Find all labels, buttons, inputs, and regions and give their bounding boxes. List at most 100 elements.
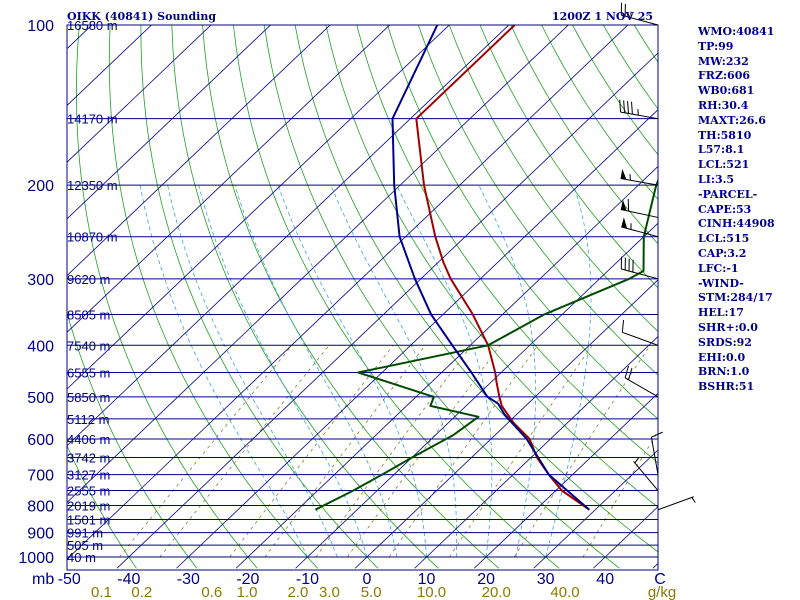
- wind-barb: [657, 496, 696, 511]
- height-label: 2019 m: [67, 498, 110, 513]
- index-row: LCL:515: [698, 232, 750, 246]
- temperature-tick-label: 10: [418, 571, 436, 588]
- indices-panel: WMO:40841 TP:99 MW:232 FRZ:606 WB0:681 RH:30.…: [698, 25, 798, 395]
- dry-adiabat: [202, 25, 500, 569]
- wind-barb-flag: [621, 319, 625, 333]
- height-label: 5112 m: [67, 412, 109, 427]
- wind-barb-staff: [650, 437, 659, 475]
- wind-barb: [620, 198, 659, 218]
- pressure-tick-label: 700: [27, 468, 54, 485]
- station-title: OIKK (40841) Sounding: [67, 10, 216, 23]
- index-row: LFC:-1: [698, 261, 739, 275]
- wind-barb-half-flag: [634, 457, 639, 464]
- wind-barb: [620, 2, 659, 26]
- wind-barb-staff: [622, 331, 659, 346]
- isotherm: [67, 25, 510, 447]
- index-row: RH:30.4: [698, 98, 749, 112]
- height-label: 7540 m: [67, 338, 110, 353]
- dry-adiabat: [387, 25, 658, 420]
- isotherm: [176, 109, 658, 569]
- wind-barb-column: [619, 2, 696, 511]
- wind-barb-staff: [624, 377, 659, 398]
- index-row: -PARCEL-: [698, 187, 758, 201]
- height-label: 505 m: [67, 538, 103, 553]
- height-label: 8505 m: [67, 307, 110, 322]
- dry-adiabat: [448, 25, 658, 332]
- wind-barb: [621, 319, 659, 346]
- isotherm: [67, 25, 629, 560]
- mixing-ratio-unit: g/kg: [648, 584, 676, 600]
- index-row: FRZ:606: [698, 69, 751, 83]
- pressure-tick-label: 300: [27, 272, 54, 289]
- plot-frame: [66, 24, 659, 571]
- temperature-tick-label: 40: [596, 571, 614, 588]
- profile-layer: [314, 25, 658, 511]
- wind-barb-flag: [623, 100, 626, 113]
- wind-barb-pennant: [620, 199, 627, 211]
- isotherm: [67, 25, 391, 333]
- isotherm: [67, 25, 450, 390]
- temperature-tick-label: -40: [117, 571, 140, 588]
- grid-layer: [67, 25, 658, 569]
- dry-adiabat: [325, 25, 658, 508]
- height-label: 2555 m: [67, 484, 110, 499]
- wind-barb-staff: [621, 268, 659, 280]
- isotherm: [414, 336, 658, 569]
- pressure-tick-label: 400: [27, 338, 54, 355]
- temperature-tick-label: -50: [58, 571, 81, 588]
- index-row: CINH:44908: [698, 217, 775, 231]
- mixing-ratio-label: 5.0: [361, 584, 382, 600]
- wind-barb-flag: [631, 101, 633, 115]
- temperature-tick-label: -20: [236, 571, 259, 588]
- mixing-ratio-label: 1.0: [237, 584, 258, 600]
- wind-barb-staff: [633, 461, 659, 491]
- height-label: 12350 m: [67, 178, 118, 193]
- mixing-ratio-label: 0.6: [201, 584, 222, 600]
- moist-adiabat: [396, 184, 493, 558]
- dry-adiabat: [108, 25, 318, 569]
- mixing-ratio-label: 3.0: [319, 584, 340, 600]
- index-row: CAPE:53: [698, 202, 752, 216]
- height-label: 10870 m: [67, 230, 118, 245]
- wind-barb: [650, 431, 663, 475]
- index-row: MAXT:26.6: [698, 113, 766, 127]
- index-row: BSHR:51: [698, 380, 755, 394]
- wind-barb-pennant: [621, 217, 628, 229]
- wind-barb-staff: [620, 209, 659, 218]
- wind-barb: [620, 256, 659, 280]
- mixing-ratio-label: 40.0: [550, 584, 579, 600]
- wind-barb-flag: [624, 365, 629, 378]
- dry-adiabat: [417, 25, 658, 376]
- height-label: 6555 m: [67, 366, 110, 381]
- wind-barb-staff: [620, 111, 659, 120]
- wind-barb: [620, 168, 659, 186]
- dewpoint-line: [314, 178, 658, 511]
- mixing-ratio-label: 10.0: [417, 584, 446, 600]
- wind-barb-pennant: [620, 168, 627, 180]
- dry-adiabat: [263, 25, 620, 569]
- index-row: WMO:40841: [698, 25, 775, 38]
- height-label: 14170 m: [67, 112, 118, 127]
- pressure-tick-label: 200: [27, 178, 54, 195]
- wind-barb-flag: [628, 367, 633, 380]
- isotherm: [116, 52, 658, 569]
- wind-barb: [624, 365, 659, 398]
- index-row: TP:99: [698, 39, 734, 53]
- pressure-tick-label: 500: [27, 390, 54, 407]
- temperature-tick-label: 0: [363, 571, 372, 588]
- dry-adiabat: [356, 25, 658, 464]
- isotherm: [354, 279, 658, 569]
- height-label: 9620 m: [67, 272, 110, 287]
- index-row: MW:232: [698, 54, 749, 68]
- wind-barb-flag: [619, 99, 622, 113]
- index-row: WB0:681: [698, 84, 755, 98]
- index-row: TH:5810: [698, 128, 752, 142]
- ylabel: mb: [32, 571, 54, 588]
- temperature-tick-label: 30: [537, 571, 555, 588]
- dry-adiabat: [75, 25, 258, 569]
- dry-adiabat: [67, 310, 198, 569]
- parcel-line: [391, 25, 590, 511]
- wind-barb-half-flag: [691, 497, 696, 503]
